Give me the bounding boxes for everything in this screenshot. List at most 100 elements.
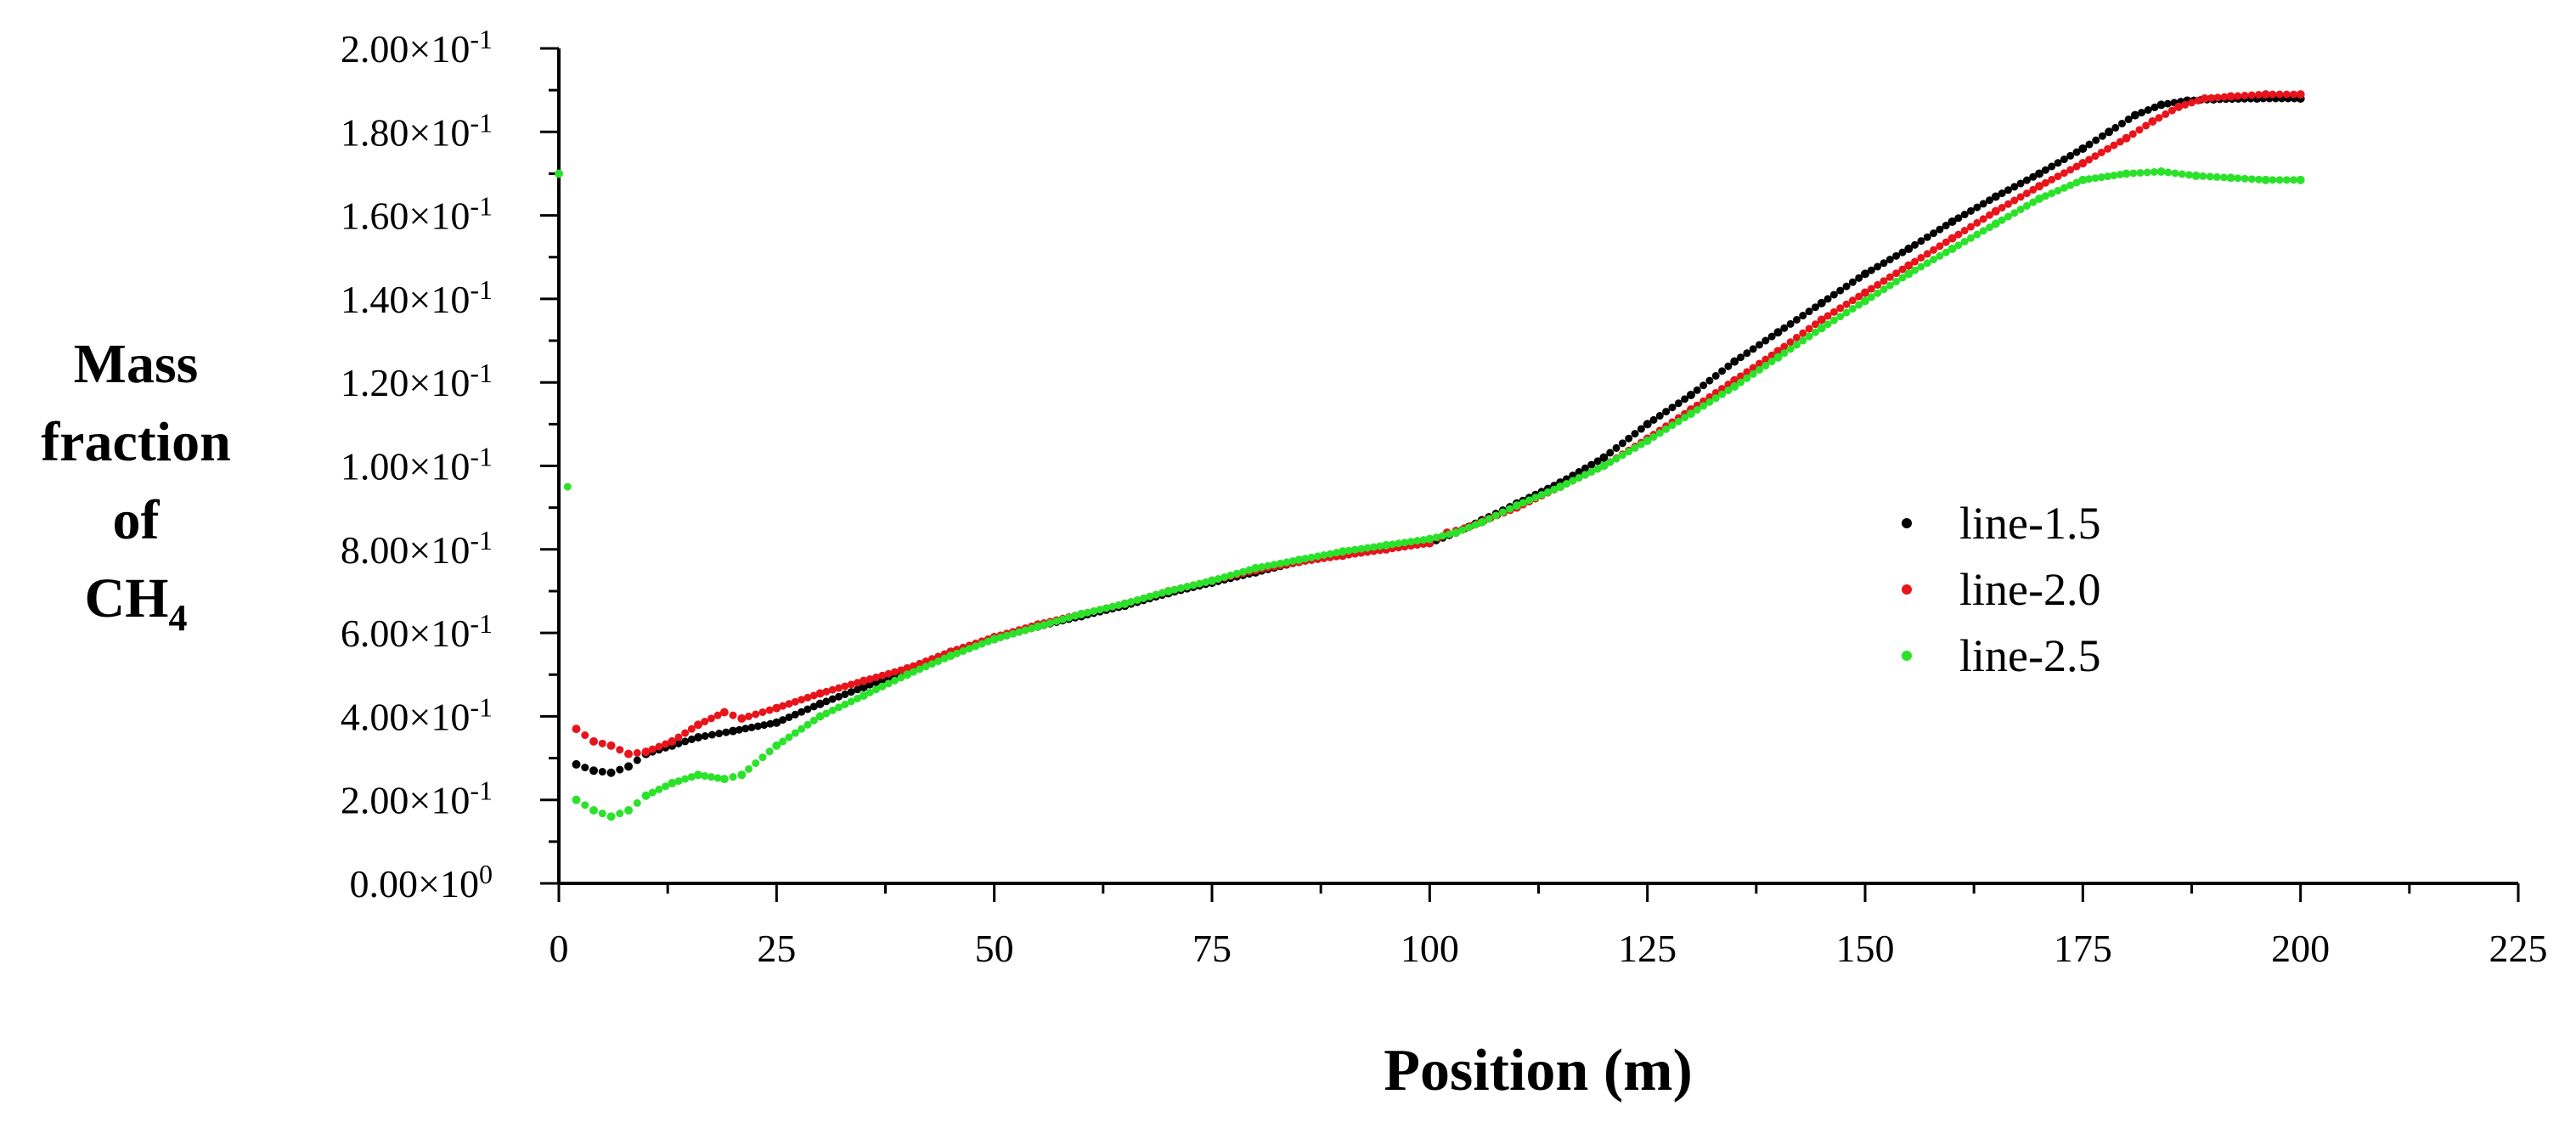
data-point bbox=[1792, 341, 1801, 349]
y-tick-label: 2.00×10-1 bbox=[341, 24, 493, 70]
data-point bbox=[1625, 434, 1633, 443]
data-point bbox=[2104, 172, 2112, 181]
data-point bbox=[1711, 388, 1720, 397]
data-point bbox=[791, 729, 799, 737]
data-point bbox=[909, 662, 917, 670]
data-point bbox=[803, 720, 812, 729]
data-point bbox=[1239, 567, 1248, 576]
data-point bbox=[1071, 612, 1079, 620]
data-point bbox=[1662, 425, 1671, 433]
data-point bbox=[1911, 266, 1919, 274]
data-point bbox=[2022, 176, 2031, 184]
data-point bbox=[1425, 534, 1435, 544]
x-tick-label: 100 bbox=[1401, 927, 1459, 970]
data-point bbox=[2234, 174, 2242, 183]
data-point bbox=[2085, 175, 2094, 183]
data-point bbox=[2041, 192, 2049, 200]
data-point bbox=[1593, 465, 1602, 473]
data-point bbox=[2104, 144, 2112, 153]
data-point bbox=[1761, 355, 1770, 364]
data-point bbox=[1419, 536, 1428, 544]
data-point bbox=[772, 741, 781, 750]
data-point bbox=[760, 721, 769, 730]
data-point bbox=[884, 680, 893, 688]
y-tick-exponent: -1 bbox=[470, 358, 493, 388]
data-point bbox=[791, 697, 799, 706]
data-point bbox=[2128, 130, 2137, 138]
data-point bbox=[1176, 584, 1185, 592]
data-point bbox=[927, 660, 936, 668]
data-point bbox=[809, 691, 818, 700]
data-point bbox=[707, 730, 716, 739]
data-point bbox=[2282, 176, 2291, 184]
data-point bbox=[694, 770, 703, 780]
data-point bbox=[1133, 595, 1141, 604]
y-axis-title-line: fraction bbox=[41, 411, 231, 473]
data-point bbox=[2111, 123, 2120, 132]
data-point bbox=[1015, 628, 1023, 636]
data-point bbox=[1885, 256, 1894, 264]
data-point bbox=[2275, 90, 2284, 99]
data-point bbox=[1755, 365, 1763, 374]
data-point bbox=[854, 679, 862, 687]
data-point bbox=[1711, 371, 1720, 380]
data-point bbox=[953, 649, 961, 657]
data-point bbox=[2164, 168, 2173, 177]
data-point bbox=[1655, 429, 1664, 437]
data-point bbox=[828, 685, 837, 694]
data-point bbox=[798, 725, 806, 733]
data-point bbox=[1954, 241, 1963, 250]
data-point bbox=[2105, 127, 2114, 137]
data-point bbox=[737, 770, 747, 780]
data-point bbox=[2110, 141, 2118, 149]
y-tick-mantissa: 1.60×10 bbox=[341, 195, 470, 238]
data-point bbox=[815, 689, 825, 698]
data-point bbox=[1270, 561, 1278, 569]
data-point bbox=[1569, 471, 1577, 480]
legend-marker bbox=[1902, 584, 1912, 595]
data-point bbox=[2029, 198, 2038, 206]
data-point bbox=[1960, 211, 1969, 219]
data-point bbox=[2097, 149, 2105, 157]
data-point bbox=[1208, 576, 1216, 585]
data-point bbox=[2035, 182, 2044, 191]
data-point bbox=[828, 695, 837, 703]
data-point bbox=[1369, 543, 1378, 551]
data-point bbox=[2124, 116, 2133, 124]
data-point bbox=[809, 716, 818, 725]
data-point bbox=[884, 669, 893, 678]
y-tick-label: 1.60×10-1 bbox=[341, 191, 493, 238]
data-point bbox=[916, 659, 924, 668]
data-point bbox=[2060, 155, 2068, 164]
data-point bbox=[1562, 480, 1570, 488]
data-point bbox=[984, 637, 992, 646]
y-axis-title-line: Mass bbox=[74, 333, 199, 395]
data-point bbox=[828, 706, 837, 714]
data-point bbox=[1799, 312, 1807, 320]
data-point bbox=[662, 740, 670, 748]
data-point bbox=[1805, 332, 1813, 341]
data-point bbox=[2296, 175, 2305, 184]
data-point bbox=[2091, 152, 2100, 161]
data-point bbox=[2066, 181, 2075, 189]
data-point bbox=[903, 670, 912, 680]
data-point bbox=[1880, 277, 1888, 285]
data-point bbox=[1668, 421, 1677, 430]
data-point bbox=[1998, 216, 2006, 224]
data-point bbox=[1477, 517, 1486, 527]
data-point bbox=[785, 733, 793, 742]
data-point bbox=[1892, 269, 1901, 278]
data-point bbox=[707, 714, 715, 723]
data-point bbox=[1749, 345, 1757, 353]
data-point bbox=[1979, 215, 1987, 223]
data-point bbox=[745, 712, 753, 720]
data-point bbox=[589, 736, 599, 746]
data-point bbox=[841, 682, 849, 691]
x-tick-label: 50 bbox=[975, 927, 1014, 970]
y-tick-label: 1.20×10-1 bbox=[341, 358, 493, 404]
data-point bbox=[1606, 458, 1615, 466]
data-point bbox=[1649, 432, 1658, 441]
data-point bbox=[791, 710, 799, 719]
data-point bbox=[2226, 92, 2235, 101]
